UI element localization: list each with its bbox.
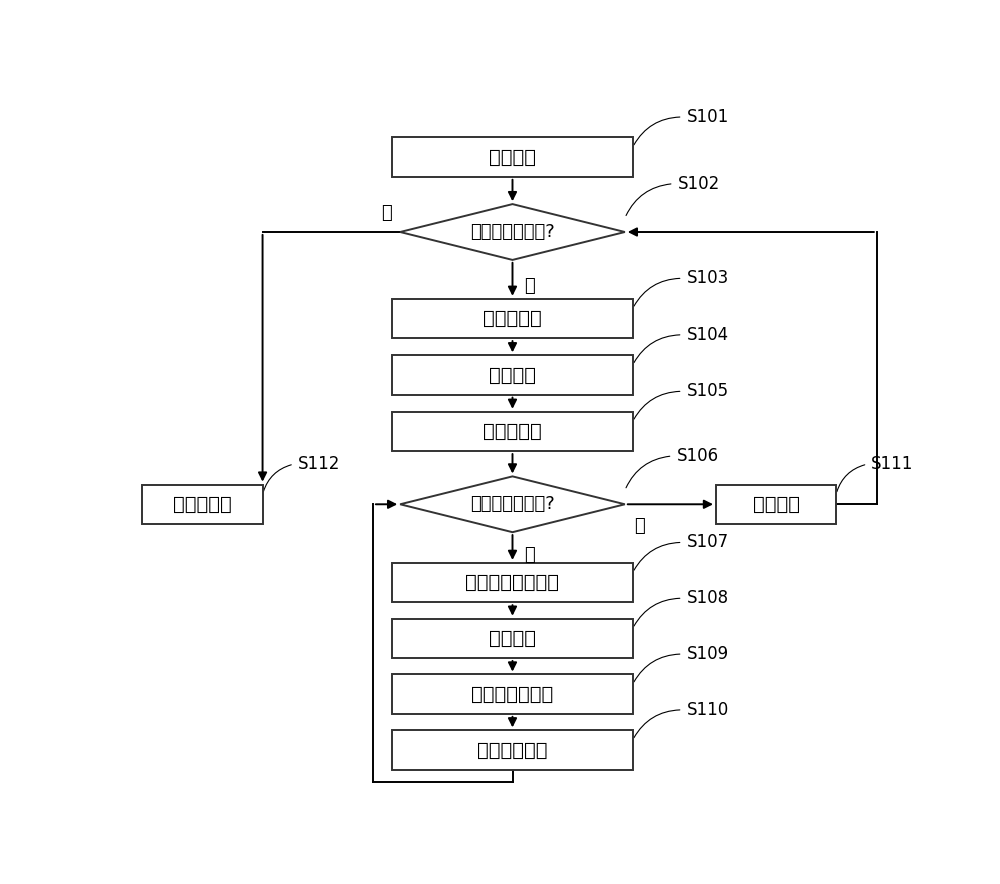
Text: S102: S102	[678, 175, 720, 193]
Text: 图像分块: 图像分块	[489, 148, 536, 166]
Text: S104: S104	[686, 326, 729, 344]
Text: S105: S105	[686, 382, 729, 400]
Text: 存在下一图像块?: 存在下一图像块?	[470, 223, 555, 241]
Text: S107: S107	[686, 533, 729, 552]
Text: 尺度滤波: 尺度滤波	[489, 365, 536, 385]
FancyBboxPatch shape	[392, 563, 633, 602]
Text: S106: S106	[676, 447, 719, 465]
FancyBboxPatch shape	[392, 299, 633, 339]
Polygon shape	[400, 204, 625, 260]
Text: S110: S110	[686, 701, 729, 719]
Text: 直线拟合: 直线拟合	[489, 629, 536, 648]
Text: 二值化图像: 二值化图像	[483, 309, 542, 328]
Text: S109: S109	[686, 645, 729, 663]
Text: 否: 否	[634, 516, 645, 535]
Text: 扫描区域的边界点: 扫描区域的边界点	[466, 573, 560, 592]
Text: 存在待拟合的边?: 存在待拟合的边?	[470, 495, 555, 514]
Text: S108: S108	[686, 590, 729, 607]
FancyBboxPatch shape	[392, 674, 633, 714]
Text: S101: S101	[686, 108, 729, 126]
FancyBboxPatch shape	[392, 730, 633, 770]
Text: 多类型曲线拟合: 多类型曲线拟合	[471, 685, 554, 704]
FancyBboxPatch shape	[392, 412, 633, 451]
FancyBboxPatch shape	[392, 355, 633, 394]
FancyBboxPatch shape	[142, 484, 263, 524]
Text: S112: S112	[298, 455, 340, 473]
Text: 求近似图像: 求近似图像	[173, 495, 232, 514]
Text: 否: 否	[382, 204, 392, 222]
FancyBboxPatch shape	[392, 619, 633, 658]
Text: S103: S103	[686, 270, 729, 287]
Text: 求近似块: 求近似块	[753, 495, 800, 514]
FancyBboxPatch shape	[392, 137, 633, 177]
Text: 最佳拟合线型: 最佳拟合线型	[477, 741, 548, 759]
Text: 是: 是	[524, 545, 535, 564]
Text: 扫描边界点: 扫描边界点	[483, 422, 542, 441]
Text: 是: 是	[524, 277, 535, 295]
FancyBboxPatch shape	[716, 484, 836, 524]
Text: S111: S111	[871, 455, 914, 473]
Polygon shape	[400, 476, 625, 532]
